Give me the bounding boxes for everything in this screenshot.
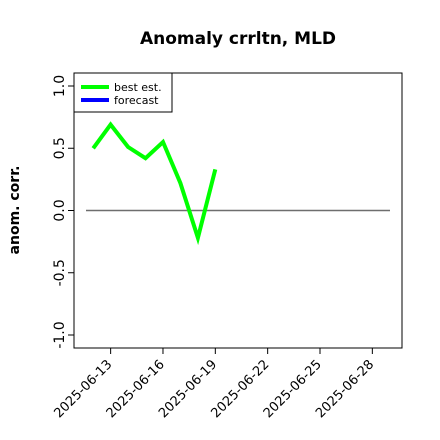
y-tick-label: -0.5 — [52, 259, 68, 286]
y-tick-label: 0.0 — [52, 199, 68, 221]
series-group — [91, 121, 218, 246]
series-line-best-est — [91, 121, 218, 246]
y-tick-label: -1.0 — [52, 321, 68, 348]
y-tick-label: 1.0 — [52, 75, 68, 97]
x-ticks: 2025-06-132025-06-162025-06-192025-06-22… — [51, 348, 377, 421]
legend-label-best-est: best est. — [114, 81, 162, 94]
y-axis-label: anom. corr. — [7, 166, 23, 255]
legend: best est. forecast — [73, 72, 173, 113]
chart-title: Anomaly crrltn, MLD — [140, 29, 336, 49]
y-ticks: -1.0 -0.5 0.0 0.5 1.0 — [52, 75, 74, 349]
legend-label-forecast: forecast — [114, 94, 159, 107]
y-tick-label: 0.5 — [52, 137, 68, 159]
legend-box — [73, 72, 173, 113]
